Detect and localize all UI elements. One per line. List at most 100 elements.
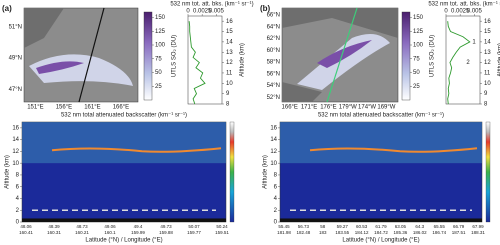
curtain-lat-label: 56.73 bbox=[298, 224, 310, 229]
profile-frame bbox=[187, 15, 223, 105]
profile-ytick-label: 15 bbox=[484, 29, 491, 35]
curtain-ytick-label: 6 bbox=[274, 184, 278, 190]
so2-core bbox=[36, 61, 84, 74]
curtain-lon-label: 181.98 bbox=[277, 230, 291, 235]
map-lat-label: 60°N bbox=[267, 48, 280, 54]
so2-plume bbox=[297, 34, 390, 90]
colorbar-tick-label: 50 bbox=[155, 70, 162, 76]
curtain-lon-label: 159.77 bbox=[187, 230, 201, 235]
map-lon-label: 179°W bbox=[339, 105, 357, 111]
curtain-ytick-label: 12 bbox=[12, 149, 19, 155]
curtain-lon-label: 159.51 bbox=[215, 230, 229, 235]
curtain-xlabel: Latitude (°N) / Longitude (°E) bbox=[342, 238, 419, 244]
map-lat-label: 62°N bbox=[267, 36, 280, 42]
profile-ytick-label: 8 bbox=[484, 102, 488, 108]
colorbar-label: UTLS SO₂ (DU) bbox=[172, 35, 178, 77]
curtain-lon-label: 184.72 bbox=[374, 230, 388, 235]
map-lon-label: 171°E bbox=[301, 105, 317, 111]
curtain-lat-label: 50.24 bbox=[216, 224, 228, 229]
profile-ytick-label: 16 bbox=[226, 19, 233, 25]
profile-ytick-label: 11 bbox=[484, 71, 491, 77]
profile-annotation: 2 bbox=[466, 60, 470, 66]
profile-xlabel: 532 nm tot. att. bks. (km⁻¹ sr⁻¹) bbox=[428, 2, 500, 8]
colorbar-label: UTLS SO₂ (DU) bbox=[430, 35, 436, 77]
curtain-ylabel: Altitude (km) bbox=[263, 155, 269, 189]
curtain-ytick-label: 16 bbox=[12, 125, 19, 131]
profile-ytick-label: 16 bbox=[484, 19, 491, 25]
colorbar-tick-label: 75 bbox=[155, 56, 162, 62]
curtain-ytick-label: 0 bbox=[16, 220, 20, 226]
profile-ytick-label: 10 bbox=[484, 81, 491, 87]
curtain-lat-label: 55.45 bbox=[278, 224, 290, 229]
curtain-lon-label: 160.1 bbox=[104, 230, 116, 235]
map-lat-label: 56°N bbox=[267, 71, 280, 77]
curtain-lat-label: 48.06 bbox=[20, 224, 32, 229]
curtain-ytick-label: 16 bbox=[270, 125, 277, 131]
curtain-ytick-label: 0 bbox=[274, 220, 278, 226]
panel-label: (b) bbox=[260, 4, 271, 13]
curtain-lat-label: 49.06 bbox=[104, 224, 116, 229]
curtain-lon-label: 160.31 bbox=[47, 230, 61, 235]
map-lon-label: 174°W bbox=[358, 105, 376, 111]
curtain-lat-label: 59.27 bbox=[337, 224, 349, 229]
profile-ytick-label: 9 bbox=[484, 91, 488, 97]
curtain-ytick-label: 6 bbox=[16, 184, 20, 190]
profile-ytick-label: 9 bbox=[226, 91, 230, 97]
map-lon-label: 161°E bbox=[84, 105, 100, 111]
curtain-lat-label: 67.99 bbox=[472, 224, 484, 229]
curtain-ytick-label: 4 bbox=[274, 196, 278, 202]
curtain-lat-label: 49.4 bbox=[134, 224, 143, 229]
map-lon-label: 166°E bbox=[113, 105, 129, 111]
curtain-lat-label: 61.79 bbox=[375, 224, 387, 229]
map-lat-label: 52°N bbox=[267, 95, 280, 101]
colorbar-tick-label: 125 bbox=[413, 29, 424, 35]
curtain-lat-label: 48.73 bbox=[76, 224, 88, 229]
profile-xlabel: 532 nm tot. att. bks. (km⁻¹ sr⁻¹) bbox=[170, 2, 253, 8]
curtain-ytick-label: 4 bbox=[16, 196, 20, 202]
map-lon-label: 176°E bbox=[320, 105, 336, 111]
colorbar bbox=[401, 11, 411, 101]
curtain-ytick-label: 14 bbox=[270, 137, 277, 143]
curtain-lon-label: 183 bbox=[319, 230, 327, 235]
curtain-lon-label: 186.02 bbox=[413, 230, 427, 235]
curtain-lat-label: 64.3 bbox=[415, 224, 424, 229]
map-lon-label: 151°E bbox=[27, 105, 43, 111]
curtain-ytick-label: 14 bbox=[12, 137, 19, 143]
panel-label: (a) bbox=[2, 4, 12, 13]
map-lat-label: 66°N bbox=[267, 13, 280, 19]
profile-line bbox=[447, 21, 471, 105]
profile-ytick-label: 12 bbox=[226, 60, 233, 66]
map-lon-label: 166°E bbox=[282, 105, 298, 111]
colorbar bbox=[143, 11, 153, 101]
so2-plume bbox=[29, 54, 133, 86]
curtain-ytick-label: 10 bbox=[270, 161, 277, 167]
land bbox=[24, 8, 64, 48]
curtain-ytick-label: 8 bbox=[16, 173, 20, 179]
curtain-lon-label: 184.12 bbox=[355, 230, 369, 235]
map-lat-label: 47°N bbox=[9, 87, 22, 93]
profile-ytick-label: 13 bbox=[226, 50, 233, 56]
colorbar-tick-label: 100 bbox=[413, 43, 424, 49]
curtain-lat-label: 60.53 bbox=[356, 224, 368, 229]
curtain-lat-label: 50.07 bbox=[188, 224, 200, 229]
curtain-lat-label: 48.39 bbox=[48, 224, 60, 229]
land bbox=[282, 8, 398, 102]
map-lat-label: 54°N bbox=[267, 83, 280, 89]
curtain-ytick-label: 12 bbox=[270, 149, 277, 155]
profile-ytick-label: 14 bbox=[484, 39, 491, 45]
map-lat-label: 64°N bbox=[267, 24, 280, 30]
curtain-ytick-label: 2 bbox=[16, 208, 20, 214]
curtain-lon-label: 160.21 bbox=[75, 230, 89, 235]
surface bbox=[280, 218, 482, 222]
so2-core bbox=[317, 40, 372, 68]
curtain-lon-label: 185.36 bbox=[394, 230, 408, 235]
aerosol-layer bbox=[51, 147, 222, 153]
profile-annotation: 1 bbox=[472, 39, 476, 45]
curtain-title: 532 nm total attenuated backscatter (km⁻… bbox=[318, 113, 444, 119]
surface bbox=[22, 218, 226, 222]
profile-ytick-label: 8 bbox=[226, 102, 230, 108]
profile-ytick-label: 14 bbox=[226, 39, 233, 45]
profile-ytick-label: 10 bbox=[226, 81, 233, 87]
profile-line bbox=[188, 21, 206, 105]
profile-ytick-label: 12 bbox=[484, 60, 491, 66]
